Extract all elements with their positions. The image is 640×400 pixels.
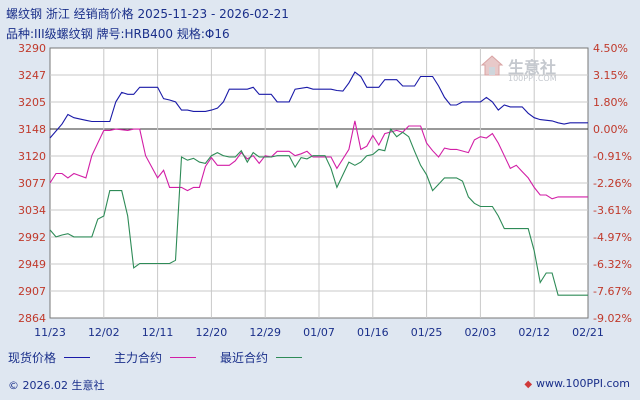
y-tick-label-right: 0.00% — [593, 123, 628, 136]
y-axis-right: 4.50% 3.15% 1.80% 0.00% -0.91% -2.26% -3.61% -4… — [593, 42, 632, 325]
legend-item-spot: 现货价格 — [8, 349, 104, 366]
watermark-text: 生意社 — [508, 58, 557, 77]
y-tick-label-right: -4.97% — [593, 231, 632, 244]
copyright-text: © 2026.02 生意社 — [8, 379, 105, 392]
x-tick-label: 12/29 — [249, 326, 281, 339]
legend-swatch — [64, 357, 91, 358]
series-line-1 — [49, 120, 588, 200]
legend-label: 最近合约 — [220, 351, 269, 365]
site-link[interactable]: ◆ www.100PPI.com — [524, 377, 630, 390]
y-tick-label-right: 3.15% — [593, 69, 628, 82]
y-tick-label-right: -3.61% — [593, 204, 632, 217]
y-tick-label-right: -2.26% — [593, 177, 632, 190]
x-tick-label: 02/21 — [572, 326, 604, 339]
series-line-0 — [49, 71, 588, 139]
x-tick-label: 12/11 — [142, 326, 174, 339]
y-tick-label-right: 4.50% — [593, 42, 628, 55]
x-tick-label: 12/02 — [88, 326, 120, 339]
legend-item-main: 主力合约 — [114, 349, 210, 366]
series-line-2 — [49, 127, 588, 296]
y-tick-label-left: 3247 — [18, 69, 46, 82]
y-tick-label-left: 3148 — [18, 123, 46, 136]
watermark: 生意社 100PPI.COM — [480, 52, 600, 92]
legend: 现货价格 主力合约 最近合约 — [8, 349, 326, 366]
y-tick-label-right: -6.32% — [593, 258, 632, 271]
y-tick-label-left: 3034 — [18, 204, 46, 217]
y-tick-label-left: 2907 — [18, 285, 46, 298]
site-url[interactable]: www.100PPI.com — [536, 377, 630, 390]
y-axis-left: 3290 3247 3205 3148 3120 3077 3034 2992 2949 2907… — [18, 42, 46, 325]
x-tick-label: 01/07 — [303, 326, 335, 339]
y-tick-label-left: 2992 — [18, 231, 46, 244]
y-tick-label-left: 3120 — [18, 150, 46, 163]
y-tick-label-left: 2864 — [18, 312, 46, 325]
y-tick-label-left: 2949 — [18, 258, 46, 271]
legend-item-nearest: 最近合约 — [220, 349, 316, 366]
y-tick-label-left: 3290 — [18, 42, 46, 55]
y-tick-label-left: 3205 — [18, 96, 46, 109]
x-tick-label: 02/03 — [465, 326, 497, 339]
y-tick-label-right: 1.80% — [593, 96, 628, 109]
y-tick-label-right: -7.67% — [593, 285, 632, 298]
x-tick-label: 01/16 — [357, 326, 389, 339]
series-lines — [49, 71, 588, 296]
y-tick-label-right: -0.91% — [593, 150, 632, 163]
legend-label: 主力合约 — [114, 351, 163, 365]
x-tick-label: 11/23 — [34, 326, 66, 339]
x-tick-label: 02/12 — [518, 326, 550, 339]
house-logo-icon — [480, 55, 504, 76]
chart-subtitle: 品种:III级螺纹钢 牌号:HRB400 规格:Φ16 — [6, 27, 230, 41]
chart-title: 螺纹钢 浙江 经销商价格 2025-11-23 - 2026-02-21 — [6, 7, 289, 21]
x-tick-label: 01/25 — [411, 326, 443, 339]
y-tick-label-left: 3077 — [18, 177, 46, 190]
x-axis: 11/23 12/02 12/11 12/20 12/29 01/07 01/16 01/25… — [34, 326, 604, 339]
y-tick-label-right: -9.02% — [593, 312, 632, 325]
legend-label: 现货价格 — [8, 351, 57, 365]
x-tick-label: 12/20 — [196, 326, 228, 339]
watermark-sub: 100PPI.COM — [508, 74, 557, 83]
legend-swatch — [170, 357, 197, 358]
legend-swatch — [276, 357, 303, 358]
ppi-logo-icon: ◆ — [524, 379, 533, 390]
